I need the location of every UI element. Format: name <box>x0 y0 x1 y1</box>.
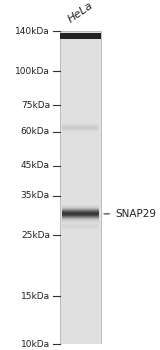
Bar <box>62 126 98 127</box>
Bar <box>62 219 99 220</box>
Bar <box>62 222 99 223</box>
Text: 140kDa: 140kDa <box>15 27 50 36</box>
Bar <box>62 229 98 230</box>
Bar <box>62 221 99 222</box>
Bar <box>62 208 99 209</box>
Text: 45kDa: 45kDa <box>21 161 50 170</box>
Bar <box>62 216 99 217</box>
Bar <box>62 132 98 133</box>
Bar <box>62 123 98 124</box>
Bar <box>62 230 98 231</box>
Text: SNAP29: SNAP29 <box>104 209 156 219</box>
Bar <box>62 124 98 125</box>
Bar <box>62 128 98 129</box>
Bar <box>62 214 99 215</box>
Bar <box>62 228 98 229</box>
Text: 10kDa: 10kDa <box>21 340 50 349</box>
Bar <box>62 125 98 126</box>
Bar <box>62 212 99 213</box>
Text: 75kDa: 75kDa <box>21 101 50 110</box>
Bar <box>62 220 99 221</box>
Bar <box>62 131 98 132</box>
Bar <box>62 206 99 207</box>
Bar <box>62 213 99 214</box>
Bar <box>62 218 99 219</box>
Bar <box>60 33 101 39</box>
Bar <box>62 222 98 223</box>
Bar <box>62 215 99 216</box>
Bar <box>62 127 98 128</box>
Bar <box>62 209 99 210</box>
Bar <box>62 210 99 211</box>
Bar <box>62 211 99 212</box>
Text: 15kDa: 15kDa <box>21 292 50 301</box>
Bar <box>62 217 99 218</box>
Text: 100kDa: 100kDa <box>15 66 50 76</box>
Bar <box>62 223 98 224</box>
Text: 35kDa: 35kDa <box>21 191 50 200</box>
Text: HeLa: HeLa <box>66 0 95 25</box>
Bar <box>62 205 99 206</box>
Bar <box>62 129 98 130</box>
Bar <box>62 227 98 228</box>
Text: 25kDa: 25kDa <box>21 231 50 240</box>
Bar <box>62 122 98 123</box>
Bar <box>62 207 99 208</box>
Bar <box>62 130 98 131</box>
Text: 60kDa: 60kDa <box>21 127 50 136</box>
Bar <box>62 226 98 227</box>
Bar <box>62 224 98 225</box>
Bar <box>60 31 101 344</box>
Bar <box>62 225 98 226</box>
